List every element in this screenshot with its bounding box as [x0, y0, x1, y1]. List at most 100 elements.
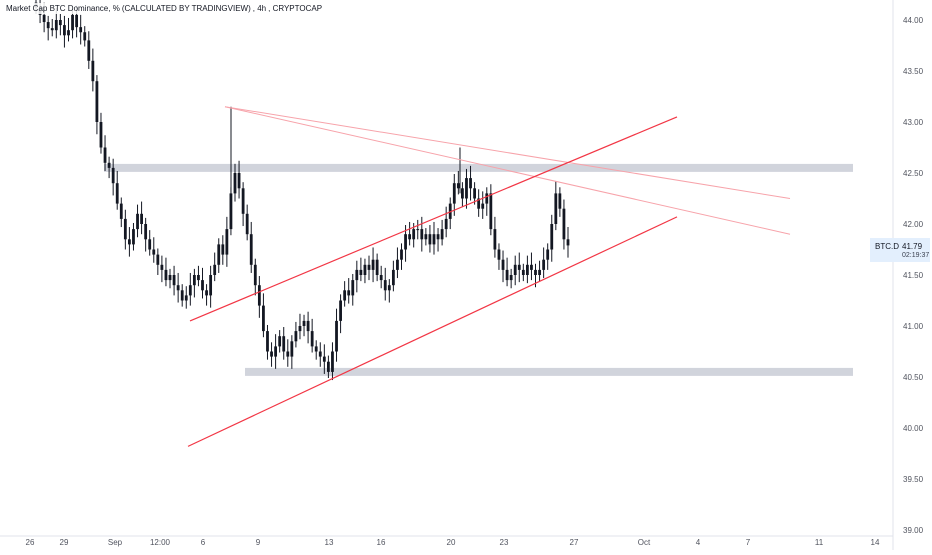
- candle-body: [164, 269, 168, 281]
- candle-body: [375, 259, 379, 275]
- candle-body: [83, 32, 87, 41]
- candle-body: [477, 198, 481, 209]
- candle-body: [359, 269, 363, 275]
- x-tick-label: 14: [871, 538, 880, 547]
- candle-body: [168, 275, 172, 281]
- exchange: CRYPTOCAP: [272, 4, 323, 13]
- candle-body: [363, 264, 367, 275]
- x-tick-label: 7: [746, 538, 751, 547]
- candle-body: [270, 351, 273, 357]
- candle-body: [180, 290, 184, 301]
- candle-body: [326, 361, 330, 372]
- candle-body: [371, 259, 375, 270]
- candle-body: [550, 224, 554, 250]
- candle-body: [322, 356, 326, 362]
- candle-body: [160, 264, 164, 270]
- candle-body: [140, 213, 143, 224]
- candle-body: [355, 269, 359, 281]
- candle-body: [408, 234, 412, 240]
- candle-body: [428, 234, 432, 245]
- candle-body: [318, 351, 322, 357]
- chart-title: Market Cap BTC Dominance, % (CALCULATED B…: [4, 3, 327, 14]
- candle-body: [221, 244, 225, 255]
- candle-body: [107, 162, 111, 168]
- candle-body: [347, 290, 351, 296]
- candle-body: [282, 336, 286, 352]
- indicator-source: (CALCULATED BY TRADINGVIEW): [121, 4, 251, 13]
- candle-body: [274, 346, 278, 357]
- candle-body: [298, 326, 302, 332]
- last-price-badge: BTC.D 41.79 02:19:37: [870, 238, 930, 262]
- candle-body: [485, 193, 489, 204]
- candle-body: [63, 25, 66, 36]
- x-tick-label: 6: [201, 538, 206, 547]
- candle-body: [440, 229, 444, 240]
- candle-body: [343, 290, 347, 301]
- candle-body: [493, 229, 497, 250]
- candle-body: [286, 351, 290, 357]
- candle-body: [172, 275, 176, 286]
- candle-body: [400, 249, 403, 260]
- candle-body: [339, 300, 342, 321]
- candle-body: [75, 14, 79, 28]
- candle-body: [505, 269, 509, 281]
- candle-body: [245, 213, 249, 235]
- candle-body: [278, 336, 282, 347]
- candle-body: [481, 203, 485, 209]
- candle-body: [197, 275, 200, 281]
- x-tick-label: 27: [570, 538, 579, 547]
- x-tick-label: 23: [500, 538, 509, 547]
- candle-body: [525, 264, 529, 275]
- candle-body: [509, 275, 513, 281]
- candle-body: [205, 290, 208, 296]
- channel-lower-line: [187, 216, 678, 447]
- candle-body: [213, 264, 217, 275]
- y-tick-label: 40.50: [903, 373, 924, 382]
- candle-body: [566, 239, 570, 246]
- candle-body: [302, 320, 306, 326]
- candle-body: [314, 346, 318, 352]
- x-tick-label: Oct: [638, 538, 651, 547]
- candle-body: [237, 173, 241, 189]
- candle-body: [501, 259, 505, 270]
- x-tick-label: 12:00: [150, 538, 171, 547]
- candle-body: [233, 173, 237, 194]
- candle-body: [383, 280, 387, 291]
- candle-body: [58, 20, 62, 26]
- candle-body: [71, 14, 74, 31]
- x-tick-label: 4: [696, 538, 701, 547]
- candle-body: [95, 81, 99, 122]
- candle-body: [452, 183, 456, 204]
- candle-body: [489, 193, 493, 230]
- candle-body: [290, 341, 294, 357]
- candle-body: [465, 178, 468, 199]
- x-tick-label: 9: [256, 538, 261, 547]
- candle-body: [387, 285, 391, 291]
- y-tick-label: 42.50: [903, 169, 924, 178]
- descending-trendline: [224, 106, 791, 199]
- y-tick-label: 39.00: [903, 526, 924, 535]
- badge-symbol: BTC.D: [875, 242, 899, 251]
- candle-body: [420, 229, 424, 240]
- candle-body: [156, 254, 160, 265]
- candle-body: [266, 331, 269, 352]
- candle-body: [538, 269, 541, 275]
- y-tick-label: 39.50: [903, 475, 924, 484]
- candle-body: [335, 320, 338, 352]
- candle-body: [432, 234, 436, 245]
- candle-body: [546, 249, 550, 260]
- indicator-name: Market Cap BTC Dominance, %: [6, 4, 120, 13]
- candle-body: [249, 234, 253, 265]
- candle-body: [461, 188, 464, 199]
- candle-body: [391, 269, 395, 286]
- candle-body: [530, 264, 533, 270]
- candle-body: [188, 285, 192, 296]
- candle-body: [444, 218, 448, 230]
- candle-body: [562, 208, 566, 240]
- y-tick-label: 43.50: [903, 67, 924, 76]
- candle-body: [91, 60, 95, 82]
- candle-body: [115, 183, 119, 204]
- candle-body: [119, 203, 123, 219]
